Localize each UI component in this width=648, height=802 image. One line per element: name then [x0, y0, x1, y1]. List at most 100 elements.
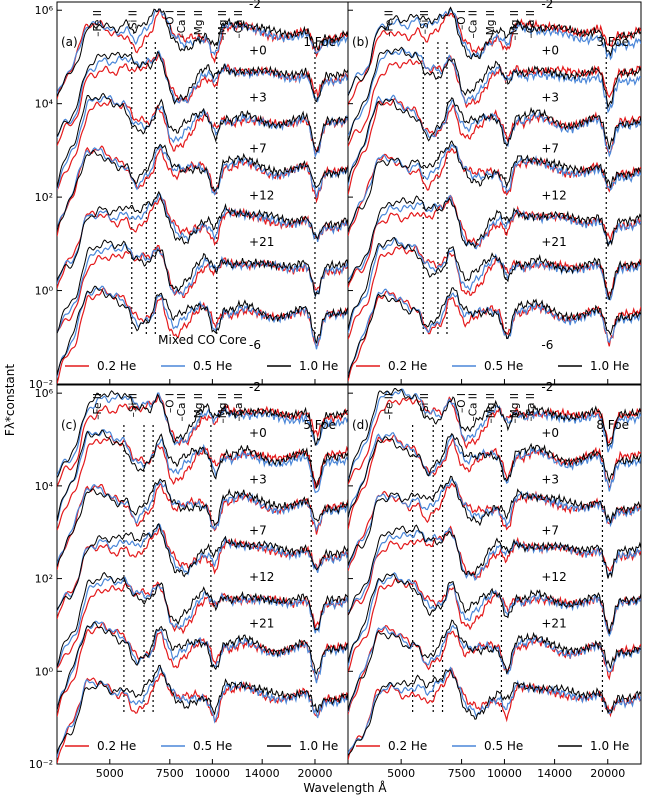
spectrum-line: [57, 390, 348, 479]
spectrum-line: [57, 620, 348, 710]
spectrum-line: [57, 478, 348, 567]
spectrum-line: [348, 8, 641, 96]
spectrum-line: [348, 12, 641, 106]
spectrum-line: [57, 53, 348, 146]
panel-energy: 1 Foe: [303, 35, 336, 49]
y-tick-label: 10⁴: [35, 98, 54, 111]
line-id-label: –O I: [164, 393, 176, 413]
line-id-label: –Ca II: [525, 10, 537, 39]
y-tick-label: 10⁶: [35, 4, 54, 17]
panel-frame: [347, 1, 642, 385]
plot-area: [348, 6, 641, 382]
spectrum-line: [57, 621, 348, 711]
spectrum-line: [57, 435, 348, 531]
y-tick-label: 10⁻²: [29, 758, 53, 771]
spectrum-line: [348, 571, 641, 667]
y-tick-label: 10²: [35, 191, 53, 204]
spectrum-line: [348, 524, 641, 616]
line-id-label: –Fe II: [383, 10, 395, 37]
epoch-label: -6: [249, 338, 261, 352]
plot-area: [57, 8, 348, 384]
panel-energy: 3 Foe: [596, 35, 629, 49]
spectrum-line: [348, 619, 641, 712]
epoch-label: -2: [249, 380, 261, 394]
panel-energy: 5 Foe: [303, 418, 336, 432]
line-id-label: –Fe II: [92, 393, 104, 420]
y-tick-label: 10⁻²: [29, 378, 53, 391]
legend-label: 0.2 He: [97, 359, 136, 373]
spectrum-line: [348, 475, 641, 566]
spectrum-line: [348, 47, 641, 136]
line-id-label: –Mg II: [217, 393, 229, 424]
line-id-label: –Ca II: [176, 10, 188, 39]
spectrum-line: [57, 145, 348, 231]
spectrum-line: [348, 195, 641, 281]
spectrum-line: [57, 239, 348, 334]
spectrum-line: [57, 664, 348, 754]
epoch-label: -2: [541, 0, 553, 11]
spectrum-line: [57, 523, 348, 613]
spectrum-line: [57, 98, 348, 191]
panel-tag: (a): [61, 35, 78, 49]
spectrum-line: [57, 244, 348, 333]
spectrum-line: [57, 576, 348, 668]
line-id-label: –Ca II: [233, 393, 245, 422]
line-id-label: –Fe II: [92, 10, 104, 37]
y-tick-label: 10²: [35, 573, 53, 586]
plot-area: [57, 390, 348, 764]
x-tick-label: 14000: [245, 767, 280, 780]
panel-frame: [56, 384, 349, 765]
line-id-label: –Mg II: [217, 10, 229, 41]
epoch-label: -2: [249, 0, 261, 11]
legend-label: 0.5 He: [484, 359, 523, 373]
line-id-label: –Si II: [128, 10, 140, 34]
x-tick-label: 10000: [195, 767, 230, 780]
line-id-label: –Mg II: [193, 10, 205, 41]
spectrum-line: [348, 669, 641, 756]
spectrum-line: [57, 8, 348, 97]
panel-tag: (b): [352, 35, 369, 49]
x-tick-label: 7500: [448, 767, 476, 780]
legend-label: 0.2 He: [388, 359, 427, 373]
spectrum-line: [57, 393, 348, 488]
spectrum-line: [57, 242, 348, 333]
spectrum-line: [348, 387, 641, 483]
spectrum-line: [348, 573, 641, 663]
x-tick-label: 14000: [537, 767, 572, 780]
epoch-label: +12: [249, 570, 274, 584]
spectrum-line: [57, 50, 348, 137]
spectrum-line: [57, 581, 348, 669]
epoch-label: +0: [541, 426, 559, 440]
epoch-label: +12: [249, 188, 274, 202]
spectrum-line: [57, 49, 348, 139]
spectrum-line: [348, 431, 641, 519]
panel-4: -6-2+0+3+7+12+21–Fe II –Si II –O I –Ca II –M…: [347, 338, 642, 780]
plot-area: [348, 387, 641, 760]
spectrum-line: [57, 285, 348, 376]
spectrum-line: [57, 8, 348, 94]
x-tick-label: 7500: [156, 767, 184, 780]
line-id-label: –O I: [456, 10, 468, 30]
epoch-label: +7: [541, 142, 559, 156]
spectrum-line: [348, 245, 641, 340]
legend-label: 1.0 He: [299, 359, 338, 373]
panel-note: Mixed CO Core: [158, 333, 247, 347]
y-axis-label: Fλ*constant: [3, 364, 17, 436]
line-id-label: –Fe II: [383, 393, 395, 420]
spectrum-line: [57, 285, 348, 378]
line-id-label: –Mg II: [485, 10, 497, 41]
panel-3: -6-2+0+3+7+12+21–Fe II –Si II –O I –Ca II –M…: [29, 338, 349, 780]
x-tick-label: 10000: [487, 767, 522, 780]
legend-label: 0.5 He: [193, 739, 232, 753]
spectrum-line: [57, 429, 348, 523]
spectrum-line: [57, 190, 348, 281]
epoch-label: +0: [541, 44, 559, 58]
epoch-label: +7: [249, 524, 267, 538]
epoch-label: +3: [541, 473, 559, 487]
x-tick-label: 20000: [590, 767, 625, 780]
spectrum-line: [348, 432, 641, 518]
spectrum-line: [348, 195, 641, 284]
epoch-label: +0: [249, 44, 267, 58]
y-tick-label: 10⁰: [35, 285, 54, 298]
epoch-label: +12: [541, 570, 566, 584]
